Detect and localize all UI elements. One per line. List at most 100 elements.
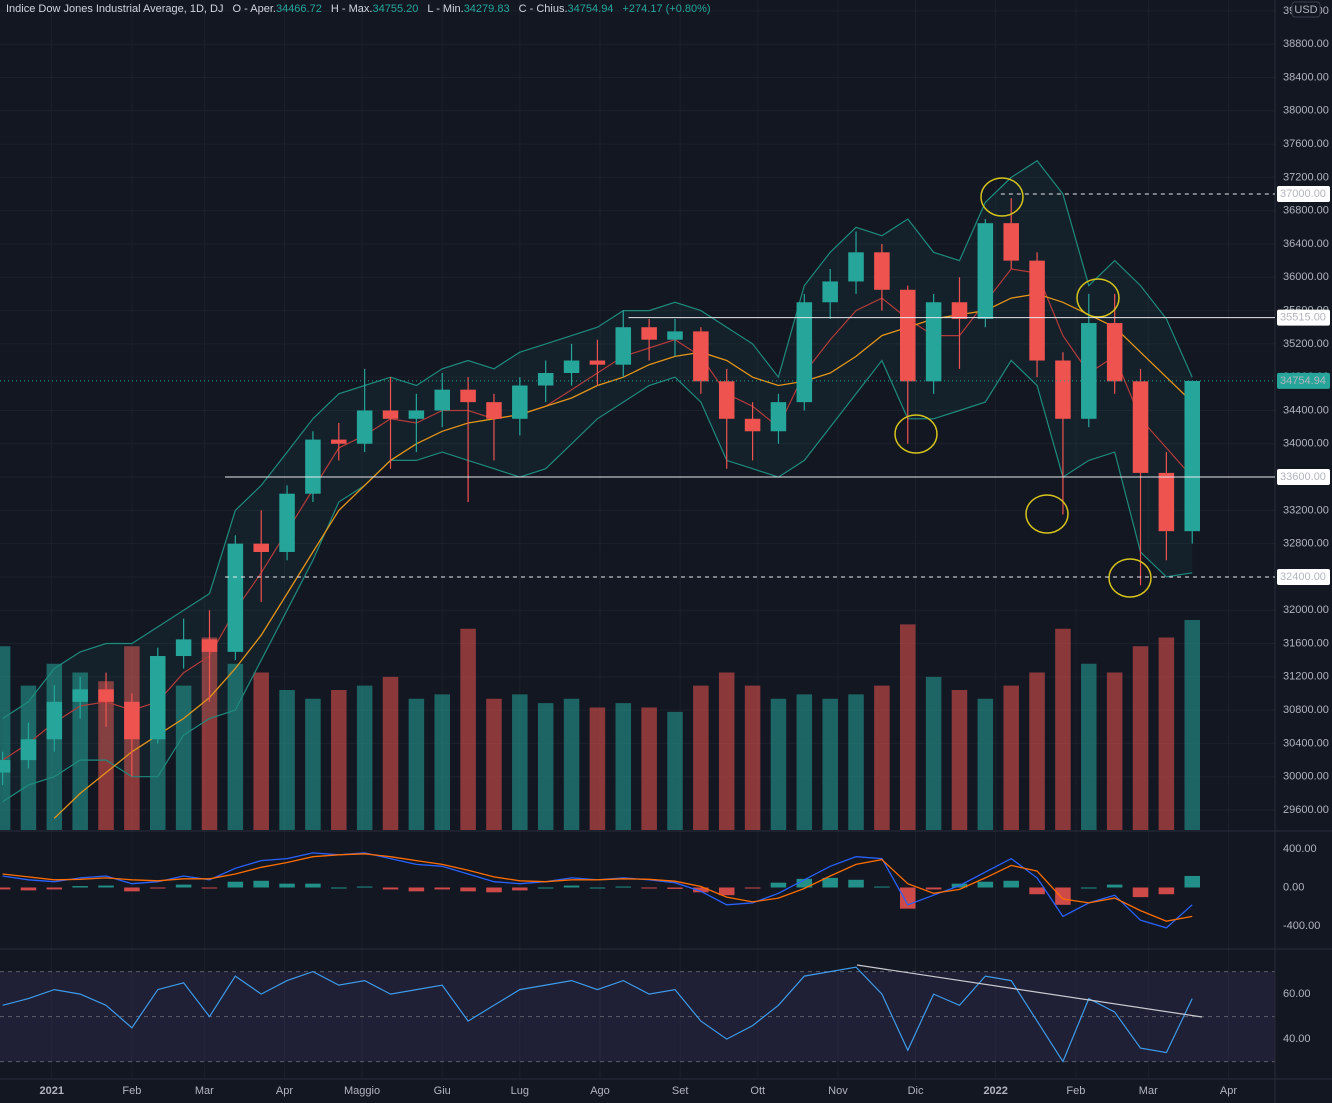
candle-body <box>1003 223 1019 261</box>
annotations <box>894 177 1152 598</box>
volume-bar <box>667 711 683 830</box>
volume-bar <box>848 694 864 830</box>
y-tick-label: -400.00 <box>1283 920 1320 932</box>
band-fill <box>2 160 1193 802</box>
histogram-bar <box>615 886 632 888</box>
candle-body <box>124 701 140 740</box>
histogram-bar <box>1106 884 1123 888</box>
candle-body <box>305 439 321 494</box>
volume-bar <box>641 707 657 830</box>
histogram-bar <box>201 887 218 889</box>
level-label: 35515.00 <box>1280 312 1326 324</box>
histogram-bar <box>150 887 166 889</box>
y-tick-label: 31200.00 <box>1283 671 1329 683</box>
histogram-bar <box>744 887 761 889</box>
candle-body <box>822 281 838 303</box>
histogram-bar <box>874 886 890 888</box>
y-tick-label: 33200.00 <box>1283 504 1329 516</box>
volume-bar <box>770 698 787 830</box>
level-label: 33600.00 <box>1280 471 1326 483</box>
candle-body <box>150 656 166 740</box>
volume-bar <box>744 685 761 830</box>
candle-body <box>98 689 114 702</box>
currency: USD <box>1294 4 1317 16</box>
volume-bar <box>925 676 942 830</box>
y-tick-label: 35200.00 <box>1283 338 1329 350</box>
x-tick-label: Mar <box>1139 1085 1158 1097</box>
volume-bar <box>693 685 709 830</box>
candle-body <box>848 252 864 282</box>
candle-body <box>20 739 37 761</box>
field-value: 34279.83 <box>463 3 510 15</box>
x-tick-label: Maggio <box>344 1085 380 1097</box>
histogram-bar <box>512 887 528 891</box>
candle-body <box>0 760 11 773</box>
volume-bar <box>537 703 554 830</box>
level-label-box <box>1277 186 1330 203</box>
field-label: C - Chius. <box>518 3 568 15</box>
histogram-bar <box>460 887 476 892</box>
candle-body <box>667 331 683 340</box>
y-tick-label: 36000.00 <box>1283 271 1329 283</box>
last-price-box <box>1277 372 1330 389</box>
candle-body <box>512 385 528 419</box>
histogram-bar <box>1003 880 1019 888</box>
volume-bar <box>0 646 11 830</box>
candle-body <box>201 639 218 652</box>
x-tick-label: Dic <box>908 1085 924 1097</box>
highlight-ellipse <box>980 177 1024 217</box>
candle-body <box>46 701 63 740</box>
candle-body <box>382 410 399 419</box>
volume-bar <box>1081 663 1097 830</box>
y-tick-label: 37600.00 <box>1283 138 1329 150</box>
volume-bar <box>434 694 450 830</box>
histogram-bar <box>770 882 787 888</box>
price-change: +274.17 (+0.80%) <box>622 3 711 15</box>
histogram-bar <box>641 887 657 889</box>
y-tick-label: 30800.00 <box>1283 704 1329 716</box>
volume-bar <box>253 672 269 830</box>
candle-body <box>874 252 890 290</box>
x-tick-label: Ago <box>590 1085 610 1097</box>
volume-bar <box>563 698 580 830</box>
y-tick-label: 40.00 <box>1283 1033 1311 1045</box>
histogram-bar <box>253 880 269 888</box>
histogram-bar <box>279 883 295 888</box>
y-tick-label: 38400.00 <box>1283 71 1329 83</box>
volume-bar <box>1184 620 1200 830</box>
volume-bar <box>874 685 890 830</box>
y-tick-label: 34000.00 <box>1283 438 1329 450</box>
y-tick-label: 29600.00 <box>1283 804 1329 816</box>
volume-bar <box>796 694 813 830</box>
volume-bar <box>382 676 399 830</box>
histogram-bar <box>667 887 683 889</box>
volume-bar <box>900 624 916 830</box>
volume-bar <box>822 698 838 830</box>
field-label: L - Min. <box>427 3 464 15</box>
y-tick-label: 32800.00 <box>1283 538 1329 550</box>
candle-body <box>227 543 244 652</box>
x-tick-label: Feb <box>1066 1085 1085 1097</box>
band-fill <box>0 971 1275 1062</box>
volume-bar <box>512 694 528 830</box>
candle-body <box>486 402 502 419</box>
candle-body <box>1158 472 1175 532</box>
y-tick-label: 38800.00 <box>1283 38 1329 50</box>
line-values <box>2 966 1193 1063</box>
histogram-bar <box>72 886 88 888</box>
candle-body <box>331 439 347 444</box>
x-tick-label: Ott <box>750 1085 765 1097</box>
candle-body <box>434 389 450 411</box>
candle-body <box>718 381 735 419</box>
histogram-bar <box>0 887 11 890</box>
y-tick-label: 38000.00 <box>1283 105 1329 117</box>
y-tick-label: 400.00 <box>1283 843 1317 855</box>
x-tick-label: Lug <box>511 1085 529 1097</box>
legend-header: Indice Dow Jones Industrial Average, 1D,… <box>6 3 711 15</box>
highlight-ellipse <box>1108 558 1152 598</box>
highlight-ellipse <box>1025 494 1069 534</box>
field-label: H - Max. <box>330 3 373 15</box>
line-bb_lower <box>2 359 1193 803</box>
